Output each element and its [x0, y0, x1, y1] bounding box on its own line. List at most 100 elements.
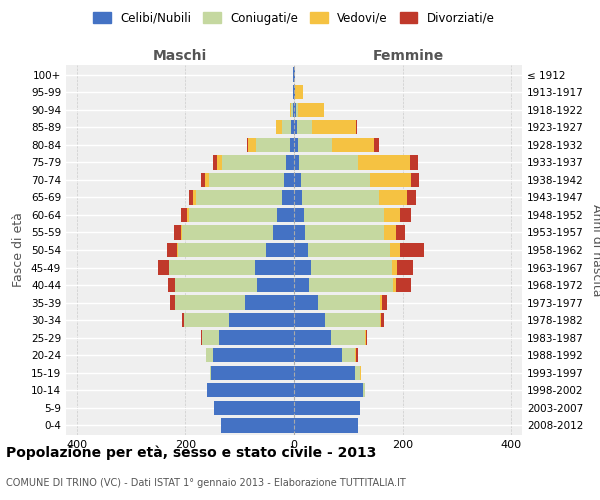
- Bar: [318, 296, 380, 310]
- Bar: [209, 172, 284, 187]
- Bar: [382, 296, 388, 310]
- Bar: [297, 120, 313, 134]
- Bar: [296, 102, 298, 117]
- Bar: [370, 172, 411, 187]
- Bar: [211, 366, 294, 380]
- Bar: [294, 278, 309, 292]
- Bar: [411, 172, 419, 187]
- Bar: [394, 278, 396, 292]
- Legend: Celibi/Nubili, Coniugati/e, Vedovi/e, Divorziati/e: Celibi/Nubili, Coniugati/e, Vedovi/e, Di…: [93, 12, 495, 24]
- Bar: [400, 243, 424, 257]
- Bar: [290, 138, 294, 152]
- Bar: [395, 226, 405, 239]
- Bar: [358, 155, 410, 170]
- Bar: [304, 208, 384, 222]
- Bar: [247, 138, 248, 152]
- Bar: [276, 120, 281, 134]
- Bar: [294, 260, 311, 274]
- Bar: [214, 400, 294, 415]
- Bar: [381, 313, 383, 328]
- Bar: [206, 348, 212, 362]
- Bar: [392, 260, 397, 274]
- Bar: [302, 190, 379, 204]
- Bar: [379, 190, 407, 204]
- Bar: [294, 366, 355, 380]
- Bar: [248, 138, 256, 152]
- Bar: [175, 278, 257, 292]
- Bar: [294, 348, 342, 362]
- Y-axis label: Fasce di età: Fasce di età: [13, 212, 25, 288]
- Bar: [158, 260, 169, 274]
- Bar: [301, 172, 370, 187]
- Bar: [291, 120, 294, 134]
- Bar: [325, 313, 380, 328]
- Bar: [256, 138, 290, 152]
- Bar: [294, 296, 318, 310]
- Bar: [284, 172, 294, 187]
- Bar: [295, 85, 303, 100]
- Bar: [383, 226, 395, 239]
- Bar: [355, 366, 360, 380]
- Bar: [167, 243, 177, 257]
- Bar: [229, 313, 294, 328]
- Bar: [255, 260, 294, 274]
- Bar: [397, 260, 413, 274]
- Bar: [290, 102, 291, 117]
- Bar: [305, 226, 383, 239]
- Bar: [294, 383, 364, 398]
- Bar: [294, 190, 302, 204]
- Bar: [223, 155, 286, 170]
- Bar: [380, 296, 382, 310]
- Bar: [200, 330, 202, 345]
- Text: Maschi: Maschi: [153, 49, 207, 63]
- Bar: [188, 190, 193, 204]
- Bar: [294, 208, 304, 222]
- Bar: [181, 208, 187, 222]
- Bar: [291, 102, 293, 117]
- Bar: [178, 243, 266, 257]
- Bar: [380, 313, 381, 328]
- Bar: [188, 208, 277, 222]
- Bar: [294, 226, 305, 239]
- Bar: [277, 208, 294, 222]
- Bar: [187, 208, 188, 222]
- Bar: [332, 138, 374, 152]
- Bar: [400, 208, 411, 222]
- Bar: [266, 243, 294, 257]
- Bar: [374, 138, 379, 152]
- Bar: [170, 296, 175, 310]
- Bar: [384, 208, 400, 222]
- Bar: [169, 260, 255, 274]
- Bar: [294, 138, 298, 152]
- Bar: [294, 418, 358, 432]
- Bar: [274, 226, 294, 239]
- Bar: [205, 172, 209, 187]
- Bar: [294, 102, 296, 117]
- Bar: [257, 278, 294, 292]
- Bar: [281, 120, 291, 134]
- Y-axis label: Anni di nascita: Anni di nascita: [590, 204, 600, 296]
- Bar: [182, 313, 184, 328]
- Bar: [331, 330, 365, 345]
- Text: COMUNE DI TRINO (VC) - Dati ISTAT 1° gennaio 2013 - Elaborazione TUTTITALIA.IT: COMUNE DI TRINO (VC) - Dati ISTAT 1° gen…: [6, 478, 406, 488]
- Bar: [356, 348, 358, 362]
- Bar: [200, 172, 205, 187]
- Bar: [294, 243, 308, 257]
- Bar: [407, 190, 416, 204]
- Bar: [365, 330, 367, 345]
- Bar: [219, 330, 294, 345]
- Bar: [294, 85, 295, 100]
- Bar: [181, 226, 182, 239]
- Bar: [311, 260, 392, 274]
- Bar: [396, 278, 411, 292]
- Bar: [245, 296, 294, 310]
- Bar: [212, 348, 294, 362]
- Bar: [202, 330, 219, 345]
- Bar: [342, 348, 355, 362]
- Bar: [286, 155, 294, 170]
- Bar: [212, 155, 217, 170]
- Bar: [182, 226, 274, 239]
- Bar: [294, 313, 325, 328]
- Bar: [298, 102, 325, 117]
- Bar: [294, 155, 299, 170]
